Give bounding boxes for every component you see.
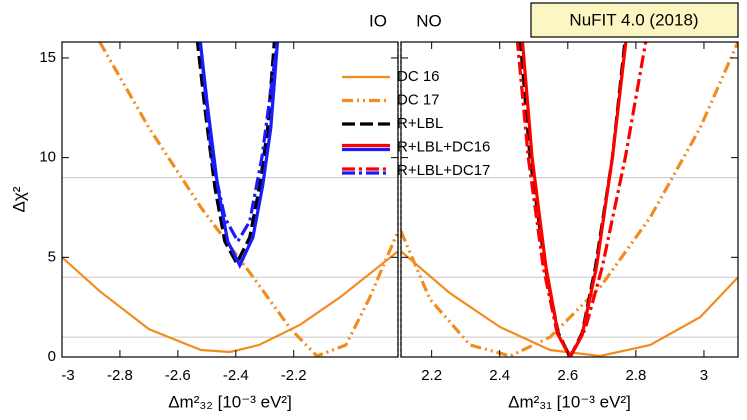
x-tick-label: 2.4 [489,367,510,384]
x-tick-label: -2.6 [165,367,191,384]
curve [195,42,276,267]
x-tick-label: 2.6 [557,367,578,384]
y-tick-label: 0 [48,348,56,365]
curve [401,42,738,357]
legend-label: DC 16 [397,68,440,85]
legend-label: R+LBL+DC17 [397,162,490,179]
plot-area [401,42,738,357]
curve [401,250,738,357]
curve [62,250,398,354]
legend-label: R+LBL+DC16 [397,138,490,155]
curve [198,42,279,245]
y-axis-label: Δχ² [9,186,28,212]
x-tick-label: -2.4 [223,367,249,384]
x-axis-label: Δm²₃₁ [10⁻³ eV²] [508,392,631,411]
y-tick-label: 10 [39,149,56,166]
curve [98,42,398,357]
x-axis-label: Δm²₃₂ [10⁻³ eV²] [168,392,292,411]
curve [520,42,628,357]
banner-box [530,2,739,38]
y-tick-label: 5 [48,248,56,265]
x-tick-label: 2.2 [421,367,442,384]
panel-label: NO [416,11,442,30]
x-tick-label: -2.2 [281,367,307,384]
plot-frame [61,41,399,358]
x-tick-label: 3 [700,367,708,384]
x-tick-label: -2.8 [107,367,133,384]
plot-frame [400,41,739,358]
banner: NuFIT 4.0 (2018) [569,10,698,29]
legend-label: R+LBL [397,115,443,132]
x-tick-label: -3 [61,367,74,384]
panel-label: IO [369,11,387,30]
y-tick-label: 15 [39,49,56,66]
plot-area [62,42,398,357]
x-tick-label: 2.8 [625,367,646,384]
legend-label: DC 17 [397,91,440,108]
